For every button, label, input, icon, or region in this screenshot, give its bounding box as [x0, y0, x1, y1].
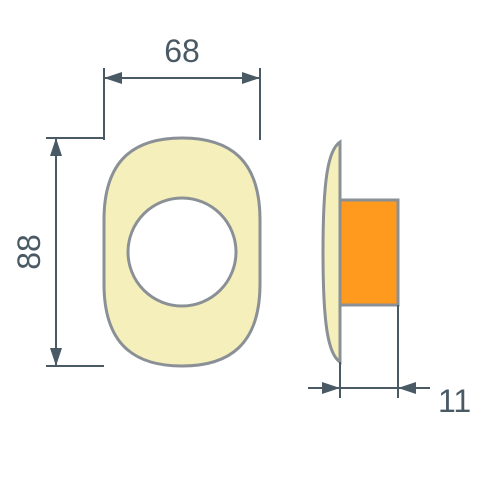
dim-height-text: 88 [11, 234, 47, 270]
dimension-height: 88 [11, 138, 104, 366]
dimension-width: 68 [104, 33, 260, 140]
side-body [340, 200, 398, 305]
technical-drawing: 68 88 11 [0, 0, 500, 500]
dim-width-text: 68 [164, 33, 200, 69]
front-inner-hole [128, 198, 236, 306]
side-flange [323, 142, 340, 362]
side-view [323, 142, 398, 362]
dim-depth-text: 11 [438, 383, 471, 419]
front-view [104, 138, 260, 366]
